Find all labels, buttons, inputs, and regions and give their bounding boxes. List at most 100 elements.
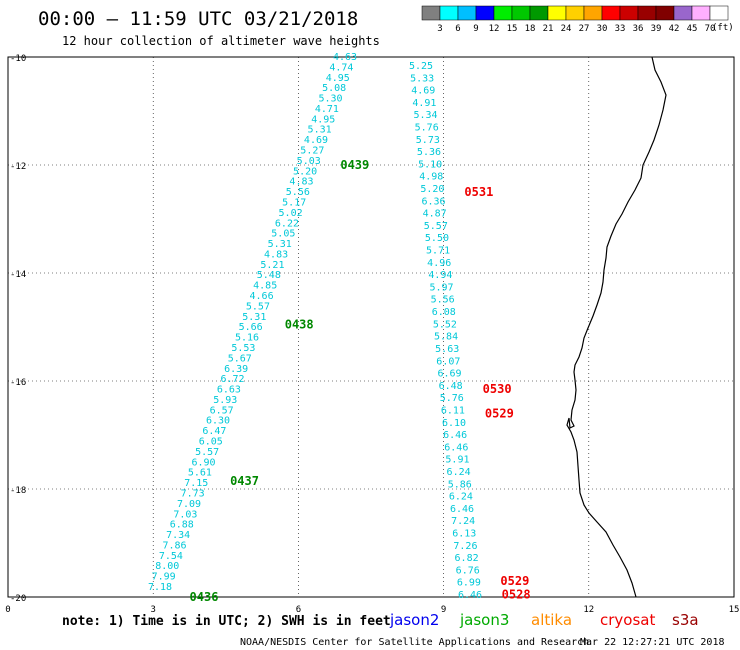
x-tick-label: 15: [729, 605, 740, 615]
swh-value-label: 6.72: [221, 374, 245, 385]
swh-value-label: 5.52: [433, 319, 457, 330]
legend-tick-label: 70: [705, 24, 716, 34]
legend-swatch: [457, 5, 477, 21]
legend-tick-label: 9: [473, 24, 478, 34]
x-tick-label: 6: [296, 605, 301, 615]
satellite-legend-item: cryosat: [600, 611, 655, 629]
swh-value-label: 5.27: [300, 146, 324, 157]
swh-value-label: 5.91: [445, 455, 469, 466]
legend-swatch: [529, 5, 549, 21]
legend-tick-label: 42: [669, 24, 680, 34]
swh-value-label: 5.25: [409, 61, 433, 72]
pass-time-label: 0439: [340, 158, 369, 172]
y-tick-label: -10: [10, 54, 26, 64]
swh-value-label: 4.91: [412, 98, 436, 109]
swh-value-label: 5.10: [418, 159, 442, 170]
swh-value-label: 6.88: [170, 520, 194, 531]
swh-value-label: 5.84: [434, 332, 458, 343]
y-tick-label: -16: [10, 378, 26, 388]
swh-value-label: 4.96: [427, 258, 451, 269]
swh-value-label: 5.67: [228, 353, 252, 364]
swh-value-label: 5.57: [424, 221, 448, 232]
swh-value-label: 7.73: [181, 488, 205, 499]
swh-value-label: 4.95: [311, 114, 335, 125]
swh-value-label: 6.39: [224, 364, 248, 375]
legend-tick-label: 15: [507, 24, 518, 34]
pass-time-label: 0528: [502, 587, 531, 601]
x-tick-label: 3: [150, 605, 155, 615]
swh-value-label: 5.53: [231, 343, 255, 354]
legend-swatch: [655, 5, 675, 21]
swh-value-label: 5.56: [286, 187, 310, 198]
satellite-legend: jason2 jason3 altika cryosat s3a: [389, 611, 699, 629]
legend-tick-label: 33: [615, 24, 626, 34]
swh-value-label: 7.03: [173, 509, 197, 520]
swh-value-label: 4.69: [411, 86, 435, 97]
swh-value-label: 6.46: [443, 430, 467, 441]
swh-value-label: 4.94: [428, 270, 452, 281]
legend-swatch: [673, 5, 693, 21]
swh-value-label: 5.08: [322, 83, 346, 94]
swh-value-label: 5.66: [239, 322, 263, 333]
legend-swatch: [511, 5, 531, 21]
swh-value-label: 4.63: [333, 52, 357, 63]
legend-tick-label: 12: [489, 24, 500, 34]
legend-swatch: [547, 5, 567, 21]
swh-value-label: 6.46: [458, 590, 482, 601]
legend-swatch: [691, 5, 711, 21]
legend-tick-label: 36: [633, 24, 644, 34]
legend-tick-label: 3: [437, 24, 442, 34]
swh-value-label: 7.86: [162, 540, 186, 551]
pass-time-label: 0531: [464, 185, 493, 199]
swh-value-label: 6.11: [441, 405, 465, 416]
swh-value-label: 6.36: [421, 196, 445, 207]
y-tick-label: -20: [10, 594, 26, 604]
swh-value-label: 6.57: [210, 405, 234, 416]
swh-value-label: 4.74: [329, 62, 353, 73]
swh-value-label: 5.48: [257, 270, 281, 281]
footer-credit: NOAA/NESDIS Center for Satellite Applica…: [240, 637, 589, 648]
footer-timestamp: Mar 22 12:27:21 UTC 2018: [580, 637, 725, 648]
legend-swatch: [637, 5, 657, 21]
legend-swatch: [601, 5, 621, 21]
legend-tick-label: 39: [651, 24, 662, 34]
y-tick-label: -12: [10, 162, 26, 172]
swh-value-label: 6.99: [457, 578, 481, 589]
x-tick-label: 12: [583, 605, 594, 615]
swh-value-label: 7.15: [184, 478, 208, 489]
swh-value-label: 6.10: [442, 418, 466, 429]
swh-value-label: 5.34: [414, 110, 438, 121]
swh-value-label: 6.30: [206, 416, 230, 427]
legend-swatch: [619, 5, 639, 21]
swh-value-label: 5.57: [246, 301, 270, 312]
swh-value-label: 5.50: [425, 233, 449, 244]
y-tick-label: -14: [10, 270, 26, 280]
swh-value-label: 5.61: [188, 468, 212, 479]
legend-tick-label: 30: [597, 24, 608, 34]
swh-value-label: 6.46: [450, 504, 474, 515]
swh-value-label: 6.13: [452, 528, 476, 539]
swh-value-label: 5.31: [268, 239, 292, 250]
swh-value-label: 5.86: [448, 479, 472, 490]
swh-value-label: 6.47: [202, 426, 226, 437]
satellite-legend-item: jason2: [389, 611, 439, 629]
swh-value-label: 7.24: [451, 516, 475, 527]
swh-value-label: 5.03: [297, 156, 321, 167]
swh-value-label: 7.09: [177, 499, 201, 510]
swh-value-label: 6.63: [217, 385, 241, 396]
swh-value-label: 6.05: [199, 437, 223, 448]
swh-value-label: 5.76: [415, 123, 439, 134]
swh-value-label: 6.24: [449, 492, 473, 503]
swh-value-label: 5.56: [431, 295, 455, 306]
legend-tick-label: 45: [687, 24, 698, 34]
swh-value-label: 4.85: [253, 281, 277, 292]
swh-value-label: 4.95: [326, 73, 350, 84]
y-tick-label: -18: [10, 486, 26, 496]
swh-value-label: 8.00: [155, 561, 179, 572]
legend-tick-label: 24: [561, 24, 572, 34]
color-legend: 3 6 9 12 15 18 21 24 27 30 33 36 39 42 45 70: [421, 5, 729, 34]
map-title: 00:00 – 11:59 UTC 03/21/2018: [38, 8, 358, 30]
swh-value-label: 5.63: [435, 344, 459, 355]
swh-value-label: 7.18: [148, 582, 172, 593]
swh-value-label: 5.21: [260, 260, 284, 271]
